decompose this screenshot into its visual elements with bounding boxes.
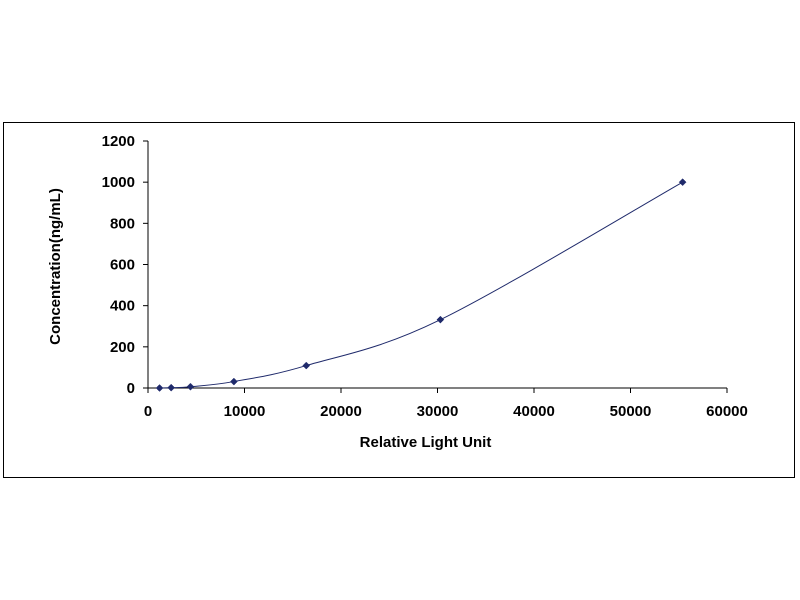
axes: [147, 141, 727, 389]
x-tick-label: 20000: [320, 403, 362, 420]
data-point-marker: [167, 383, 176, 392]
y-tick-label: 0: [127, 380, 135, 397]
data-point-marker: [678, 178, 687, 187]
y-tick-label: 1200: [102, 133, 135, 150]
y-tick-label: 400: [110, 298, 135, 315]
fit-curve: [159, 181, 683, 389]
y-tick-label: 1000: [102, 174, 135, 191]
chart-svg: 0 10000 20000 30000 40000 50000 60000 0 200 400 60…: [47, 133, 748, 451]
x-tick-label: 40000: [513, 403, 555, 420]
data-point-marker: [302, 361, 311, 370]
x-tick-label: 10000: [224, 403, 266, 420]
x-tick-label: 0: [144, 403, 152, 420]
tick-marks: [143, 140, 728, 393]
data-point-marker: [186, 382, 195, 391]
y-tick-label: 200: [110, 339, 135, 356]
y-axis-title: Concentration(ng/mL): [47, 188, 64, 345]
x-axis-title: Relative Light Unit: [360, 434, 492, 451]
data-point-marker: [155, 384, 164, 392]
y-tick-label: 800: [110, 215, 135, 232]
fit-curve-group: [159, 181, 683, 389]
tick-labels: 0 10000 20000 30000 40000 50000 60000 0 200 400 60…: [102, 133, 748, 420]
x-tick-label: 50000: [610, 403, 652, 420]
data-points: [155, 178, 687, 392]
x-tick-label: 30000: [417, 403, 459, 420]
chart-frame: 0 10000 20000 30000 40000 50000 60000 0 200 400 60…: [3, 122, 795, 478]
x-tick-label: 60000: [706, 403, 748, 420]
data-point-marker: [230, 377, 238, 386]
data-point-marker: [436, 315, 445, 324]
y-tick-label: 600: [110, 257, 135, 274]
